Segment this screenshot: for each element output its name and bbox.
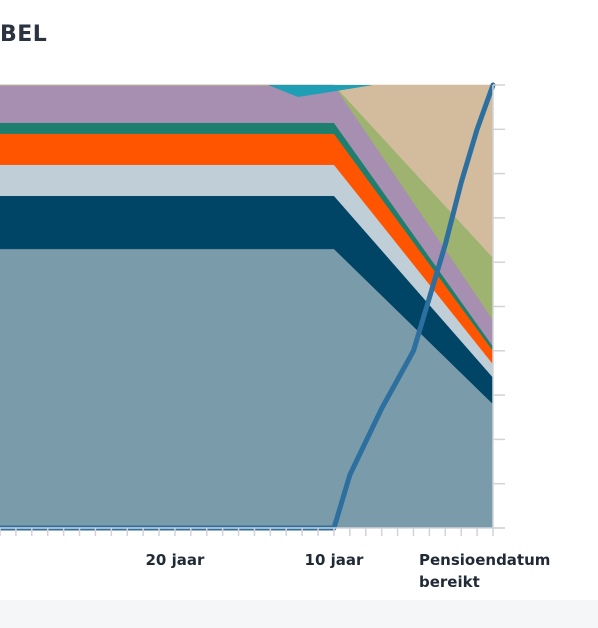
top-accent xyxy=(268,85,373,97)
x-tick-labels: 20 jaar 10 jaar Pensioendatum bereikt xyxy=(145,551,550,591)
teal-accent-shape xyxy=(268,85,373,97)
chart-title: BEL xyxy=(0,22,48,47)
line-series xyxy=(0,82,496,531)
stacked-areas xyxy=(0,84,494,529)
x-tick-label: Pensioendatum bereikt xyxy=(419,551,550,591)
axes xyxy=(0,84,505,536)
x-tick-label: 10 jaar xyxy=(305,551,364,569)
line-curve xyxy=(0,82,496,531)
x-tick-label: 20 jaar xyxy=(145,551,204,569)
footer-band xyxy=(0,600,598,628)
